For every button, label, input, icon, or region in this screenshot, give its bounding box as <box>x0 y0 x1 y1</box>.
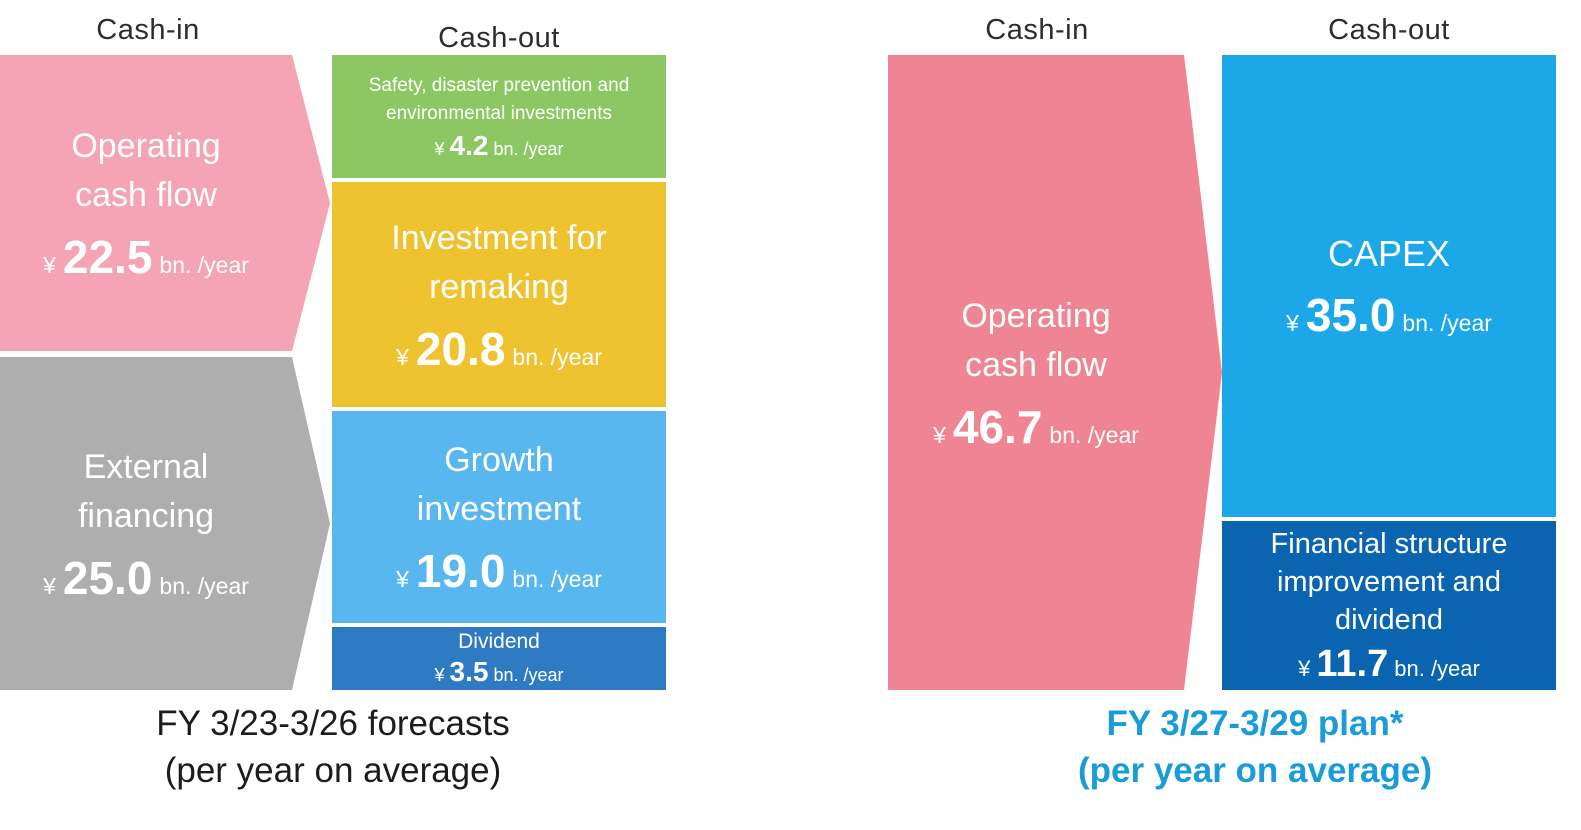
box-title: Operating cash flow <box>961 292 1110 390</box>
box-title: Operating cash flow <box>71 122 220 220</box>
value-number: 3.5 <box>449 656 489 687</box>
caption-line: FY 3/27-3/29 plan* <box>1106 704 1404 743</box>
title-line: investment <box>416 490 582 528</box>
value-number: 4.2 <box>449 129 489 161</box>
forecast-period-caption: FY 3/23-3/26 forecasts (per year on aver… <box>0 700 666 794</box>
caption-line: (per year on average) <box>164 751 502 790</box>
safety-environment-box: Safety, disaster prevention and environm… <box>332 55 666 178</box>
box-value: ¥20.8 bn. /year <box>396 322 602 376</box>
investment-remaking-box: Investment for remaking ¥20.8 bn. /year <box>332 182 666 407</box>
value-unit: bn. /year <box>159 252 249 278</box>
value-unit: bn. /year <box>159 572 249 599</box>
value-unit: bn. /year <box>1049 421 1139 448</box>
value-unit: bn. /year <box>512 566 602 592</box>
title-line: cash flow <box>965 345 1107 384</box>
plan-period-caption: FY 3/27-3/29 plan* (per year on average) <box>938 700 1572 794</box>
box-value: ¥22.5 bn. /year <box>43 230 249 284</box>
value-unit: bn. /year <box>1402 310 1492 336</box>
operating-cash-flow-box-forecast: Operating cash flow ¥22.5 bn. /year <box>0 55 330 351</box>
title-line: Operating <box>961 296 1111 335</box>
dividend-box: Dividend ¥3.5 bn. /year <box>332 627 666 690</box>
box-title: Growth investment <box>417 436 581 534</box>
value-number: 35.0 <box>1305 289 1396 341</box>
title-line: remaking <box>429 267 569 306</box>
value-number: 46.7 <box>952 400 1043 453</box>
cash-out-label-right: Cash-out <box>1328 14 1450 46</box>
title-line: cash flow <box>75 176 217 214</box>
value-unit: bn. /year <box>493 665 564 685</box>
title-line: External <box>83 447 209 486</box>
value-number: 25.0 <box>62 551 153 604</box>
cash-out-label-left: Cash-out <box>438 22 560 54</box>
value-unit: bn. /year <box>512 343 602 370</box>
yen-symbol: ¥ <box>434 138 445 159</box>
title-line: Investment for <box>391 218 607 257</box>
yen-symbol: ¥ <box>43 572 56 599</box>
capex-box: CAPEX ¥35.0 bn. /year <box>1222 55 1556 517</box>
caption-line: FY 3/23-3/26 forecasts <box>156 704 510 743</box>
yen-symbol: ¥ <box>1298 656 1311 681</box>
cash-in-label-right: Cash-in <box>985 14 1089 46</box>
yen-symbol: ¥ <box>396 343 409 370</box>
value-number: 11.7 <box>1316 643 1389 685</box>
box-value: ¥3.5 bn. /year <box>435 656 564 688</box>
box-value: ¥19.0 bn. /year <box>396 544 602 598</box>
title-line: Operating <box>71 127 221 165</box>
box-title: Financial structure improvement and divi… <box>1270 528 1508 636</box>
box-value: ¥25.0 bn. /year <box>43 551 249 605</box>
growth-investment-box: Growth investment ¥19.0 bn. /year <box>332 411 666 623</box>
box-title: External financing <box>78 443 214 541</box>
title-line: financing <box>77 496 215 535</box>
yen-symbol: ¥ <box>434 665 445 685</box>
box-value: ¥4.2 bn. /year <box>435 130 564 162</box>
box-title: Safety, disaster prevention and environm… <box>368 74 630 124</box>
box-title: Dividend <box>458 630 540 653</box>
value-unit: bn. /year <box>493 138 564 159</box>
external-financing-box: External financing ¥25.0 bn. /year <box>0 357 330 690</box>
value-number: 19.0 <box>415 545 506 597</box>
yen-symbol: ¥ <box>933 421 946 448</box>
box-value: ¥35.0 bn. /year <box>1286 288 1492 342</box>
financial-structure-box: Financial structure improvement and divi… <box>1222 521 1556 690</box>
title-line: Growth <box>444 441 554 479</box>
box-title: CAPEX <box>1327 233 1451 274</box>
cash-in-label-left: Cash-in <box>96 14 200 46</box>
box-value: ¥46.7 bn. /year <box>933 400 1139 454</box>
yen-symbol: ¥ <box>396 566 409 592</box>
caption-line: (per year on average) <box>1077 751 1433 790</box>
value-unit: bn. /year <box>1394 656 1480 681</box>
value-number: 22.5 <box>62 231 153 283</box>
operating-cash-flow-box-plan: Operating cash flow ¥46.7 bn. /year <box>888 55 1222 690</box>
yen-symbol: ¥ <box>43 252 56 278</box>
box-value: ¥11.7 bn. /year <box>1298 643 1480 686</box>
yen-symbol: ¥ <box>1286 310 1299 336</box>
box-title: Investment for remaking <box>391 214 606 312</box>
value-number: 20.8 <box>415 322 506 375</box>
